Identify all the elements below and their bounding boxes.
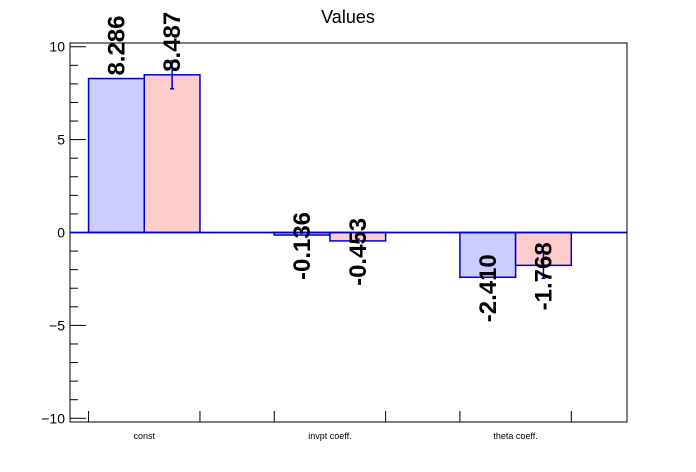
data-label: -0.136	[289, 212, 316, 280]
data-label: 8.487	[159, 12, 186, 72]
y-tick-label: 5	[57, 132, 65, 148]
data-label: -1.768	[530, 242, 557, 310]
y-tick-label: −10	[41, 410, 65, 426]
y-tick-label: 0	[57, 225, 65, 241]
data-label: -0.453	[345, 218, 372, 286]
data-label: -2.410	[475, 254, 502, 322]
bar	[87, 77, 146, 234]
axes: −10 −5 0 5 10 const invpt coeff. theta coeff.	[41, 39, 628, 441]
bars	[70, 60, 627, 280]
y-tick-label: 10	[49, 39, 65, 55]
x-category-label: const	[134, 431, 156, 441]
data-label: 8.286	[103, 15, 130, 75]
x-category-label: theta coeff.	[493, 431, 537, 441]
x-category-label: invpt coeff.	[308, 431, 351, 441]
chart-title: Values	[321, 7, 375, 27]
bar	[143, 74, 201, 234]
data-labels: 8.286 -0.136 -2.410 8.487 -0.453 -1.768	[103, 12, 557, 323]
y-tick-label: −5	[49, 317, 65, 333]
